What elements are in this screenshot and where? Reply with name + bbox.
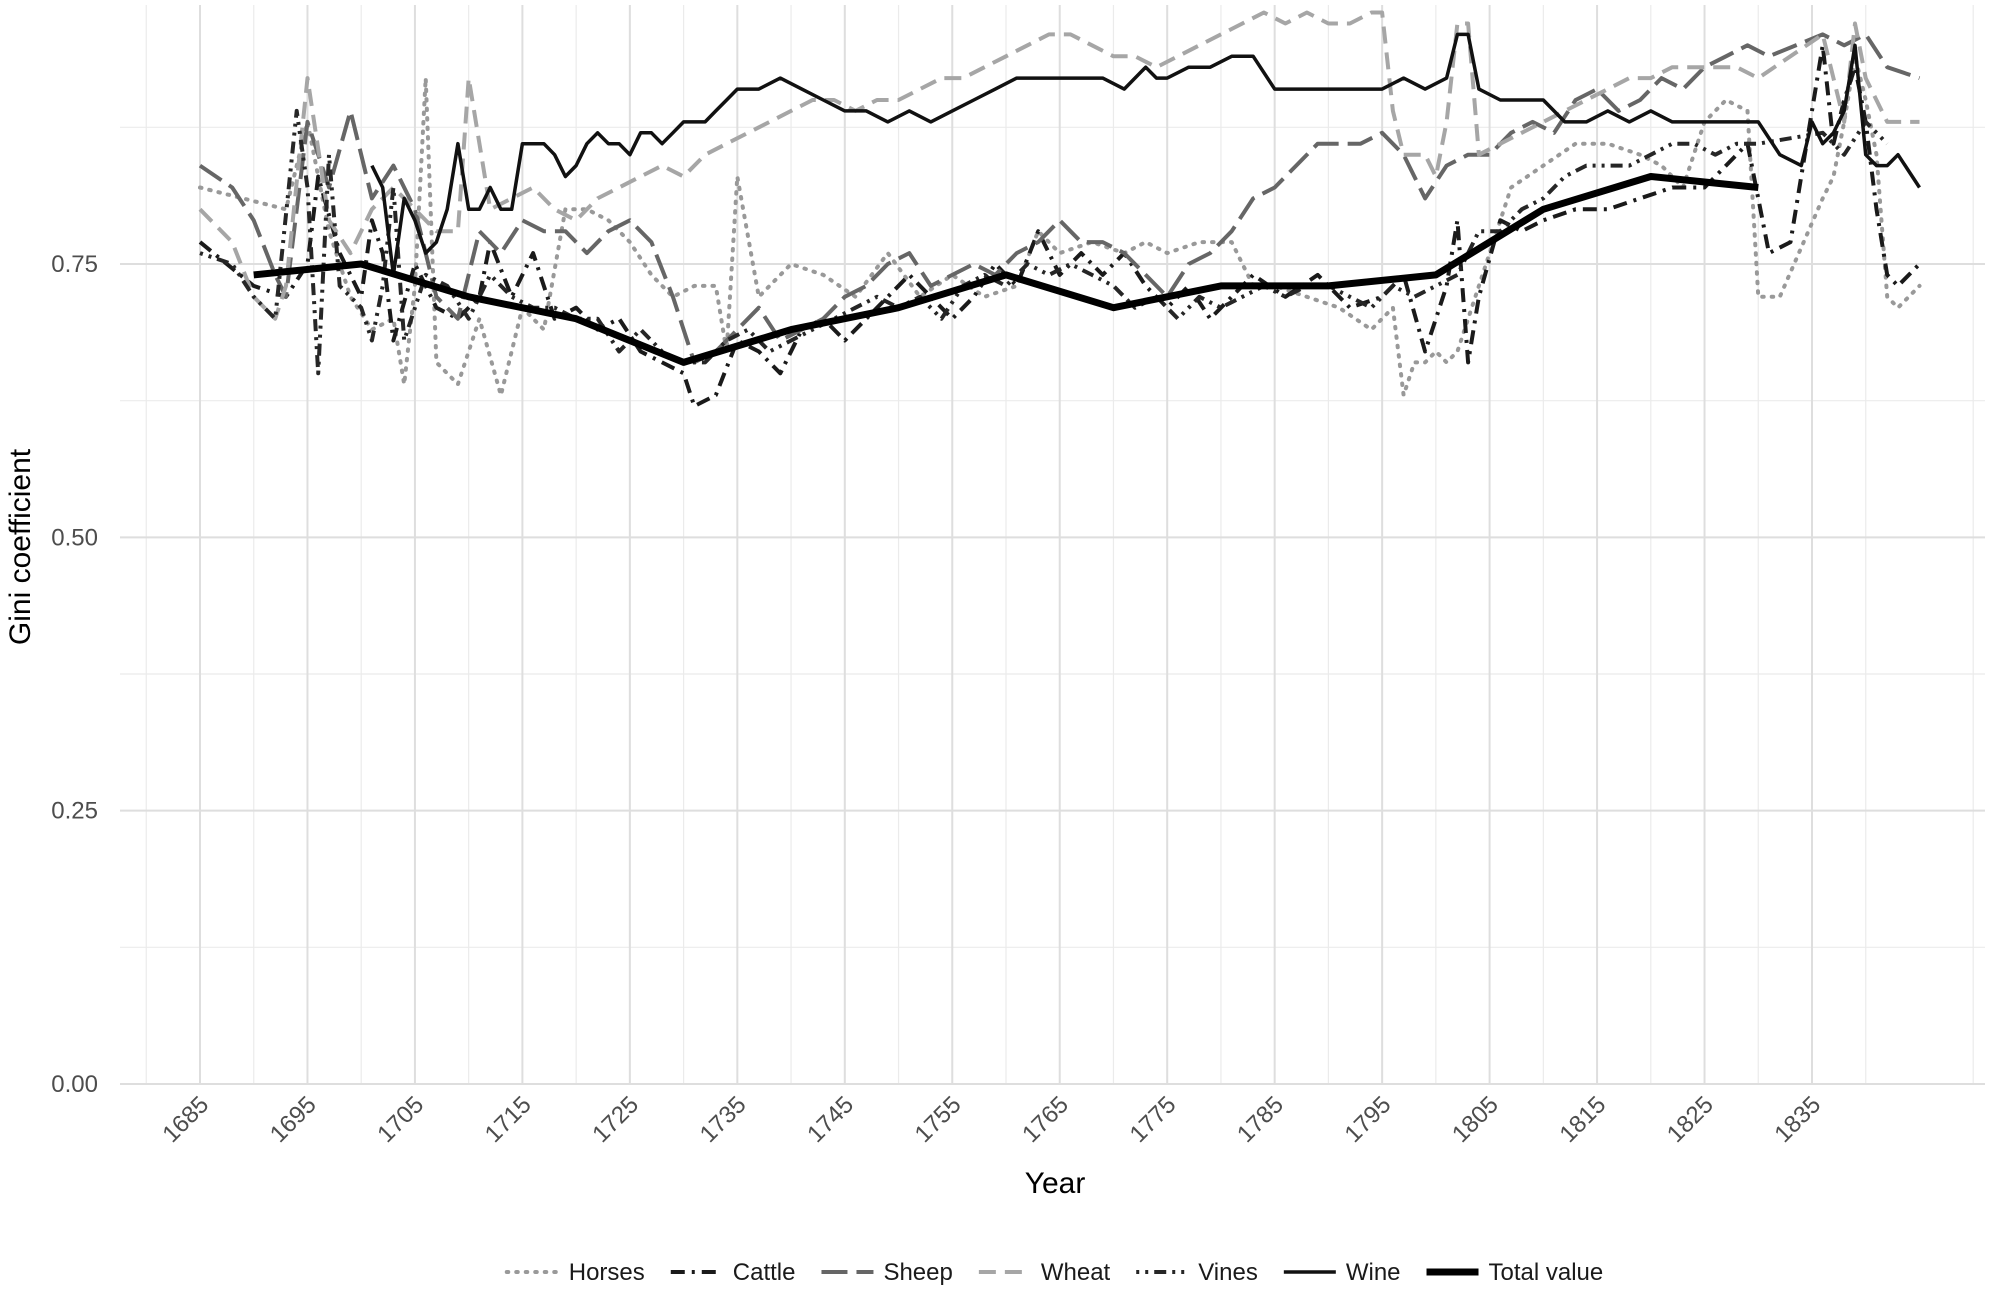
series-line-vines bbox=[199, 108, 1889, 376]
x-tick-label: 1765 bbox=[1017, 1091, 1074, 1148]
x-tick-label: 1815 bbox=[1554, 1091, 1611, 1148]
series-line-cattle bbox=[198, 43, 1921, 409]
legend-item-total-value: Total value bbox=[1426, 1259, 1604, 1286]
series-line-horses bbox=[198, 54, 1922, 398]
y-axis-title: Gini coefficient bbox=[4, 448, 37, 645]
legend-label: Vines bbox=[1198, 1259, 1258, 1286]
y-tick-labels: 0.00 0.25 0.50 0.75 bbox=[51, 251, 98, 1098]
series-line-wheat bbox=[198, 10, 1920, 321]
x-tick-label: 1745 bbox=[802, 1091, 859, 1148]
x-tick-label: 1705 bbox=[372, 1091, 429, 1148]
x-axis-title: Year bbox=[1025, 1167, 1086, 1200]
x-tick-labels: 1685 1695 1705 1715 1725 1735 1745 1755 1765 1775… bbox=[157, 1091, 1826, 1148]
legend-item-wine: Wine bbox=[1283, 1259, 1401, 1286]
x-tick-label: 1715 bbox=[480, 1091, 537, 1148]
x-tick-label: 1825 bbox=[1662, 1091, 1719, 1148]
legend-item-wheat: Wheat bbox=[978, 1259, 1111, 1286]
y-tick-label: 0.50 bbox=[51, 524, 98, 551]
legend-item-vines: Vines bbox=[1136, 1259, 1258, 1286]
x-tick-label: 1805 bbox=[1447, 1091, 1504, 1148]
series-line-sheep bbox=[198, 32, 1921, 365]
x-tick-label: 1835 bbox=[1769, 1091, 1826, 1148]
x-tick-label: 1685 bbox=[157, 1091, 214, 1148]
x-tick-label: 1735 bbox=[695, 1091, 752, 1148]
x-tick-label: 1725 bbox=[587, 1091, 644, 1148]
series-line-wine bbox=[370, 32, 1921, 277]
legend-label: Cattle bbox=[733, 1259, 796, 1286]
legend-item-horses: Horses bbox=[504, 1259, 645, 1286]
legend-label: Horses bbox=[569, 1259, 645, 1286]
x-tick-label: 1755 bbox=[910, 1091, 967, 1148]
major-grid bbox=[120, 5, 1985, 1085]
x-tick-label: 1775 bbox=[1125, 1091, 1182, 1148]
y-tick-label: 0.00 bbox=[51, 1071, 98, 1098]
legend-label: Total value bbox=[1489, 1259, 1604, 1286]
legend-item-sheep: Sheep bbox=[821, 1259, 953, 1286]
series-line-total-value bbox=[253, 173, 1759, 366]
y-tick-label: 0.25 bbox=[51, 798, 98, 825]
minor-grid bbox=[120, 5, 1985, 1084]
y-tick-label: 0.75 bbox=[51, 251, 98, 278]
legend: Horses Cattle Sheep Wheat Vines Wine Total val… bbox=[504, 1259, 1604, 1286]
x-tick-label: 1695 bbox=[265, 1091, 322, 1148]
x-tick-label: 1795 bbox=[1340, 1091, 1397, 1148]
legend-label: Sheep bbox=[883, 1259, 952, 1286]
series-layer bbox=[198, 10, 1922, 409]
legend-label: Wine bbox=[1346, 1259, 1401, 1286]
legend-label: Wheat bbox=[1041, 1259, 1111, 1286]
x-tick-label: 1785 bbox=[1232, 1091, 1289, 1148]
legend-item-cattle: Cattle bbox=[670, 1259, 796, 1286]
